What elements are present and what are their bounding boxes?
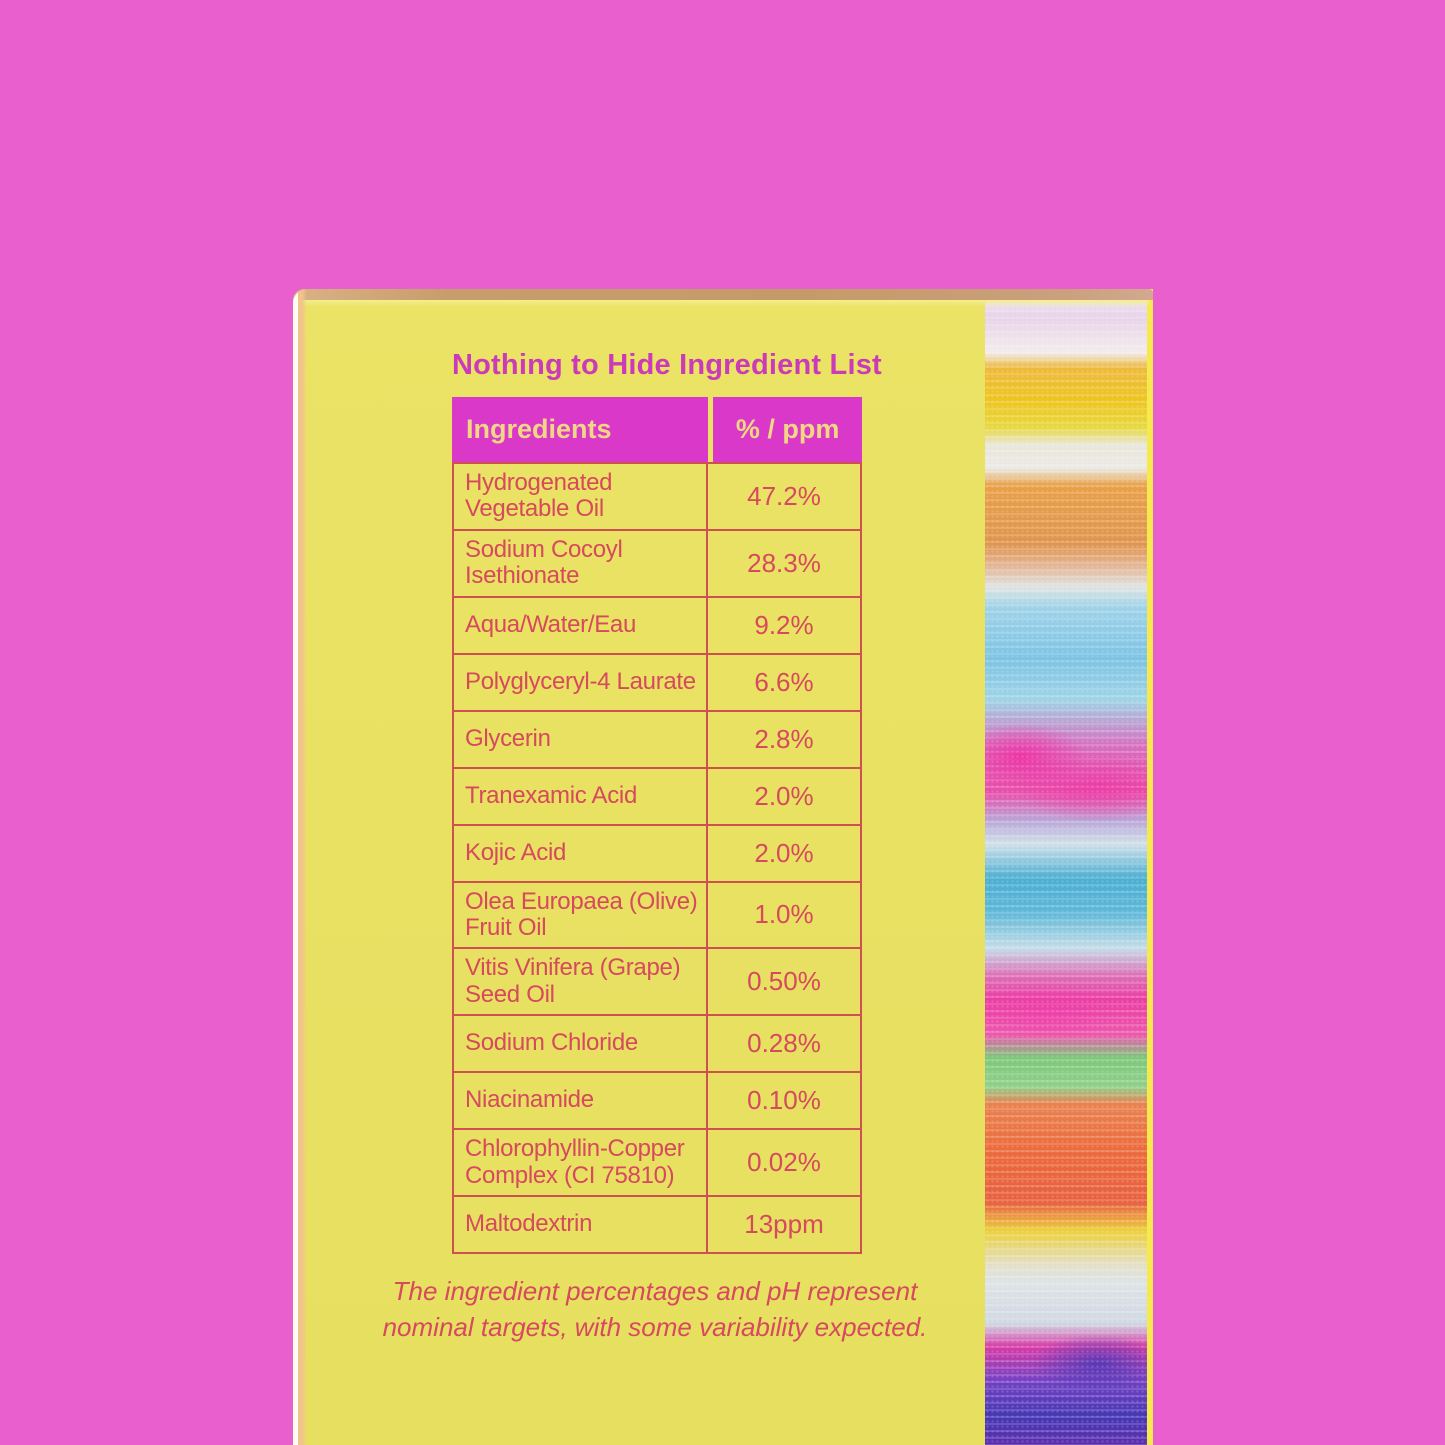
table-row: Sodium Cocoyl Isethionate 28.3%: [454, 528, 860, 596]
ingredient-amount: 28.3%: [747, 547, 821, 578]
product-box: Nothing to Hide Ingredient List Ingredie…: [293, 289, 1153, 1445]
ingredient-name: Chlorophyllin-Copper Complex (CI 75810): [454, 1130, 708, 1195]
table-row: Sodium Chloride 0.28%: [454, 1014, 860, 1072]
ingredient-list-title: Nothing to Hide Ingredient List: [452, 349, 882, 381]
ingredient-amount: 1.0%: [754, 899, 814, 930]
table-row: Niacinamide 0.10%: [454, 1071, 860, 1129]
table-row: Tranexamic Acid 2.0%: [454, 766, 860, 824]
ingredient-amount: 47.2%: [747, 480, 821, 511]
ingredient-amount: 13ppm: [744, 1208, 824, 1239]
table-row: Glycerin 2.8%: [454, 709, 860, 767]
ingredient-amount: 0.50%: [747, 966, 821, 997]
table-row: Kojic Acid 2.0%: [454, 823, 860, 881]
table-row: Olea Europaea (Olive) Fruit Oil 1.0%: [454, 880, 860, 948]
table-row: Vitis Vinifera (Grape) Seed Oil 0.50%: [454, 947, 860, 1015]
table-header-row: Ingredients % / ppm: [452, 397, 862, 462]
header-cell-amount: % / ppm: [713, 397, 862, 462]
ingredient-name: Sodium Cocoyl Isethionate: [454, 530, 708, 596]
ingredient-name: Vitis Vinifera (Grape) Seed Oil: [454, 949, 708, 1015]
table-row: Polyglyceryl-4 Laurate 6.6%: [454, 652, 860, 710]
ingredient-name: Olea Europaea (Olive) Fruit Oil: [454, 882, 708, 948]
ingredient-name: Niacinamide: [454, 1073, 708, 1129]
ingredient-name: Kojic Acid: [454, 825, 708, 881]
ingredient-amount: 0.10%: [747, 1085, 821, 1116]
ingredient-amount: 2.8%: [754, 723, 814, 754]
footnote-inner: The ingredient percentages and pH repres…: [382, 1276, 928, 1343]
ingredients-table: Ingredients % / ppm Hydrogenated Vegetab…: [452, 397, 862, 1254]
ingredient-name: Sodium Chloride: [454, 1016, 708, 1072]
ingredient-amount: 0.02%: [747, 1147, 821, 1178]
box-left-edge: [293, 289, 307, 1445]
ingredient-name: Glycerin: [454, 711, 708, 767]
table-body: Hydrogenated Vegetable Oil 47.2% Sodium …: [452, 462, 862, 1254]
ingredient-name: Polyglyceryl-4 Laurate: [454, 654, 708, 710]
ingredient-amount: 6.6%: [754, 666, 814, 697]
footnote-text: The ingredient percentages and pH repres…: [345, 1273, 965, 1346]
ingredient-name: Maltodextrin: [454, 1196, 708, 1252]
ingredient-name: Tranexamic Acid: [454, 768, 708, 824]
table-row: Maltodextrin 13ppm: [454, 1194, 860, 1252]
header-cell-ingredients: Ingredients: [452, 397, 709, 462]
ingredient-name: Aqua/Water/Eau: [454, 597, 708, 653]
ingredient-amount: 0.28%: [747, 1028, 821, 1059]
table-row: Hydrogenated Vegetable Oil 47.2%: [454, 464, 860, 529]
paint-swatch-stripe: [985, 289, 1147, 1445]
box-top-edge: [293, 289, 1153, 300]
ingredient-amount: 2.0%: [754, 780, 814, 811]
box-top-highlight: [299, 300, 1151, 307]
ingredient-amount: 9.2%: [754, 609, 814, 640]
table-row: Chlorophyllin-Copper Complex (CI 75810) …: [454, 1128, 860, 1195]
ingredient-amount: 2.0%: [754, 837, 814, 868]
ingredient-name: Hydrogenated Vegetable Oil: [454, 464, 708, 529]
table-row: Aqua/Water/Eau 9.2%: [454, 595, 860, 653]
